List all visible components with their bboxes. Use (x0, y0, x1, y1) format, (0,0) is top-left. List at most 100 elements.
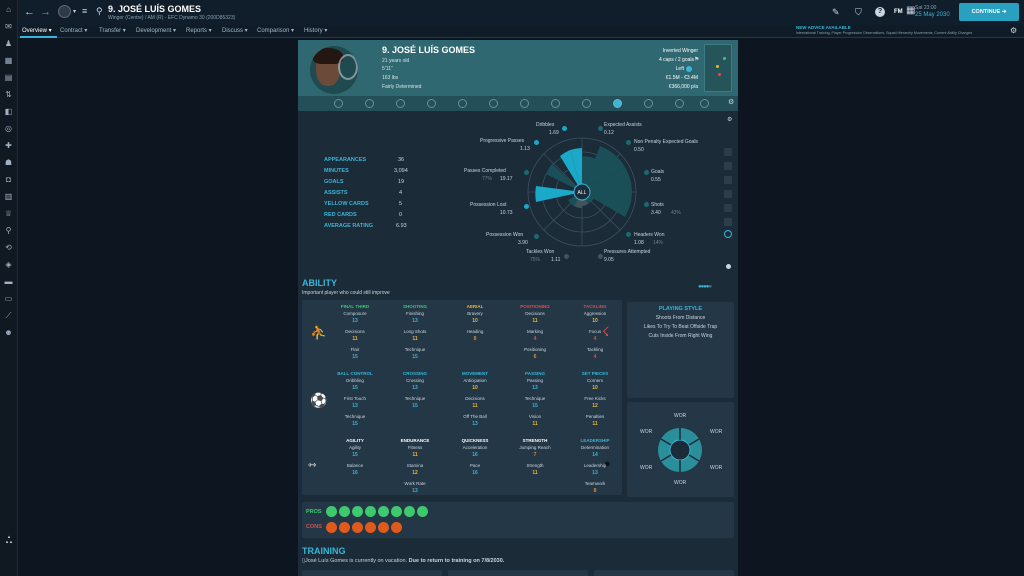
radar-settings-icon[interactable]: ⚙ (727, 117, 733, 123)
attribute-name[interactable]: Passing (526, 378, 543, 383)
radar-filter-button[interactable] (724, 204, 732, 212)
con-tackling-icon[interactable] (339, 522, 350, 533)
attribute-name[interactable]: Technique (404, 396, 426, 401)
radar-center[interactable] (573, 183, 591, 201)
radar-filter-button-active[interactable] (724, 230, 732, 238)
attribute-name[interactable]: Agility (348, 445, 361, 450)
tactics-icon[interactable]: ⇅ (5, 90, 12, 99)
attribute-name[interactable]: Anticipation (463, 378, 487, 383)
section-icon-9[interactable] (582, 99, 591, 108)
radar-filter-button[interactable] (724, 218, 732, 226)
board-icon[interactable]: ▭ (4, 294, 13, 303)
club-badge-icon[interactable] (58, 5, 71, 18)
training-icon[interactable]: ◎ (5, 124, 12, 133)
attribute-name[interactable]: Finishing (405, 311, 424, 316)
tab-contract[interactable]: Contract ▾ (60, 28, 88, 34)
con-marking-icon[interactable] (326, 522, 337, 533)
help-icon[interactable]: ? (875, 7, 885, 17)
reports-icon[interactable]: ▤ (4, 73, 13, 82)
radar-filter-button[interactable] (724, 162, 732, 170)
tab-overview[interactable]: Overview ▾ (22, 28, 52, 34)
attribute-name[interactable]: Corners (586, 378, 603, 383)
advice-title[interactable]: NEW ADVICE AVAILABLE (796, 25, 851, 30)
attribute-name[interactable]: Balance (346, 463, 364, 468)
forward-arrow-icon[interactable]: → (40, 6, 51, 18)
analysis-icon[interactable]: ⟋ (5, 311, 12, 320)
home-icon[interactable]: ⌂ (6, 5, 11, 14)
attribute-name[interactable]: Flair (350, 347, 360, 352)
attribute-name[interactable]: Technique (404, 347, 426, 352)
tab-history[interactable]: History ▾ (304, 28, 328, 34)
tab-discuss[interactable]: Discuss ▾ (222, 28, 248, 34)
pro-star-icon[interactable] (352, 506, 363, 517)
section-icon-13[interactable] (700, 99, 709, 108)
attribute-name[interactable]: Decisions (465, 396, 485, 401)
pro-agility-icon[interactable] (391, 506, 402, 517)
finances-icon[interactable]: ▬ (4, 277, 13, 286)
attribute-name[interactable]: Free Kicks (584, 396, 606, 401)
con-heading-icon[interactable] (365, 522, 376, 533)
radar-filter-button[interactable] (724, 190, 732, 198)
con-jumping-icon[interactable] (391, 522, 402, 533)
section-icon-12[interactable] (675, 99, 684, 108)
attribute-name[interactable]: Positioning (523, 347, 546, 352)
attribute-name[interactable]: Dribbling (346, 378, 364, 383)
dropdown-chevron-icon[interactable]: ▾ (73, 9, 77, 15)
attribute-name[interactable]: Technique (524, 396, 546, 401)
staff-icon[interactable]: ☗ (4, 158, 13, 167)
section-icon-4[interactable] (427, 99, 436, 108)
attribute-name[interactable]: Bravery (467, 311, 483, 316)
search-icon[interactable]: ⚲ (96, 6, 103, 16)
attribute-name[interactable]: First Touch (344, 396, 366, 401)
attribute-name[interactable]: Jumping Reach (519, 445, 551, 450)
attribute-name[interactable]: Marking (526, 329, 543, 334)
attribute-name[interactable]: Strength (526, 463, 544, 468)
fm-button[interactable]: FM (894, 9, 903, 15)
attribute-name[interactable]: Leadership (583, 463, 607, 468)
pro-finishing-icon[interactable] (326, 506, 337, 517)
dynamics-icon[interactable]: ▦ (4, 56, 13, 65)
manager-icon[interactable]: ☻ (4, 328, 13, 337)
advice-settings-icon[interactable]: ⚙ (1010, 26, 1018, 35)
radar-info-icon[interactable] (726, 264, 731, 269)
squad-icon[interactable]: ♟ (4, 39, 13, 48)
menu-icon[interactable]: ≡ (82, 6, 88, 16)
club-icon[interactable]: ◈ (5, 260, 12, 269)
attribute-name[interactable]: Tackling (586, 347, 604, 352)
attribute-name[interactable]: Acceleration (462, 445, 488, 450)
back-arrow-icon[interactable]: ← (24, 6, 35, 18)
section-icon-6[interactable] (489, 99, 498, 108)
con-focus-icon[interactable] (352, 522, 363, 533)
trophy-icon[interactable]: ♕ (4, 209, 13, 218)
attribute-name[interactable]: Technique (344, 414, 366, 419)
section-icon-10[interactable] (613, 99, 622, 108)
advice-text[interactable]: International Training, Player Progressi… (796, 31, 973, 35)
tab-transfer[interactable]: Transfer ▾ (99, 28, 126, 34)
section-icon-5[interactable] (458, 99, 467, 108)
section-icon-3[interactable] (396, 99, 405, 108)
pro-dribbling-icon[interactable] (339, 506, 350, 517)
attribute-name[interactable]: Teamwork (584, 481, 606, 486)
camera-icon[interactable]: ◘ (6, 175, 11, 184)
inbox-icon[interactable]: ✉ (5, 22, 12, 31)
con-positioning-icon[interactable] (378, 522, 389, 533)
data-hub-icon[interactable]: ◧ (4, 107, 13, 116)
attribute-name[interactable]: Composure (343, 311, 367, 316)
continue-button[interactable]: CONTINUE ➔ (959, 3, 1019, 21)
section-icon-8[interactable] (551, 99, 560, 108)
attribute-name[interactable]: Focus (588, 329, 602, 334)
pro-balance-icon[interactable] (404, 506, 415, 517)
attribute-name[interactable]: Stamina (406, 463, 424, 468)
section-icon-11[interactable] (644, 99, 653, 108)
attribute-name[interactable]: Crossing (406, 378, 424, 383)
pro-acceleration-icon[interactable] (378, 506, 389, 517)
attribute-name[interactable]: Determination (580, 445, 609, 450)
attribute-name[interactable]: Pace (469, 463, 481, 468)
transfers-icon[interactable]: ⟲ (5, 243, 12, 252)
tab-development[interactable]: Development ▾ (136, 28, 177, 34)
settings-icon[interactable]: ⚙ (728, 99, 735, 106)
tab-reports[interactable]: Reports ▾ (186, 28, 212, 34)
pro-flag-icon[interactable] (417, 506, 428, 517)
edit-icon[interactable]: ✎ (832, 7, 840, 17)
attribute-name[interactable]: Fitness (407, 445, 423, 450)
